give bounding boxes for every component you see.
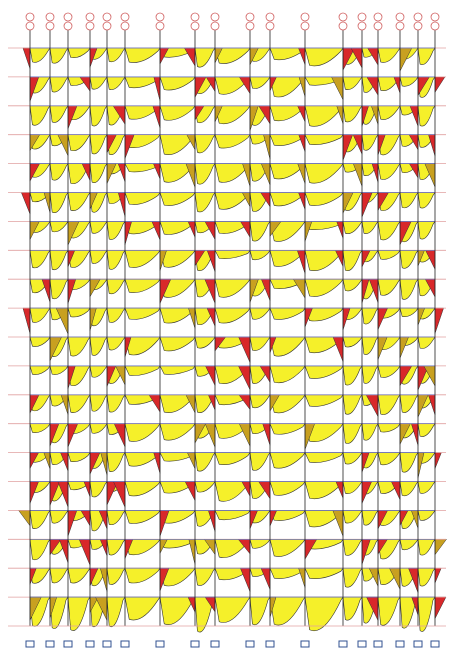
- label-circle: [103, 22, 111, 30]
- label-circle: [26, 22, 34, 30]
- support: [86, 641, 94, 647]
- label-circle: [301, 13, 309, 21]
- support: [26, 641, 34, 647]
- label-circle: [211, 13, 219, 21]
- support: [191, 641, 199, 647]
- support: [156, 641, 164, 647]
- label-circle: [86, 13, 94, 21]
- label-circle: [431, 13, 439, 21]
- support: [211, 641, 219, 647]
- support: [246, 641, 254, 647]
- support: [64, 641, 72, 647]
- label-circle: [396, 13, 404, 21]
- label-circle: [246, 22, 254, 30]
- label-circle: [64, 22, 72, 30]
- support: [266, 641, 274, 647]
- label-circle: [191, 13, 199, 21]
- label-circle: [246, 13, 254, 21]
- label-circle: [358, 13, 366, 21]
- label-circle: [103, 13, 111, 21]
- support: [374, 641, 382, 647]
- label-circle: [339, 13, 347, 21]
- support: [431, 641, 439, 647]
- support: [121, 641, 129, 647]
- support: [46, 641, 54, 647]
- support: [301, 641, 309, 647]
- label-circle: [396, 22, 404, 30]
- label-circle: [431, 22, 439, 30]
- label-circle: [86, 22, 94, 30]
- support: [414, 641, 422, 647]
- label-circle: [191, 22, 199, 30]
- label-circle: [156, 22, 164, 30]
- label-circle: [374, 22, 382, 30]
- label-circle: [358, 22, 366, 30]
- label-circle: [121, 22, 129, 30]
- label-circle: [46, 22, 54, 30]
- label-circle: [211, 22, 219, 30]
- label-circle: [414, 13, 422, 21]
- frame-diagram: [0, 0, 454, 653]
- label-circle: [301, 22, 309, 30]
- support: [396, 641, 404, 647]
- label-circle: [339, 22, 347, 30]
- label-circle: [414, 22, 422, 30]
- label-circle: [266, 13, 274, 21]
- label-circle: [46, 13, 54, 21]
- label-circle: [26, 13, 34, 21]
- label-circle: [64, 13, 72, 21]
- moment-fills: [19, 48, 447, 632]
- label-circle: [374, 13, 382, 21]
- label-circle: [156, 13, 164, 21]
- support: [103, 641, 111, 647]
- support: [358, 641, 366, 647]
- label-circle: [266, 22, 274, 30]
- label-circle: [121, 13, 129, 21]
- support: [339, 641, 347, 647]
